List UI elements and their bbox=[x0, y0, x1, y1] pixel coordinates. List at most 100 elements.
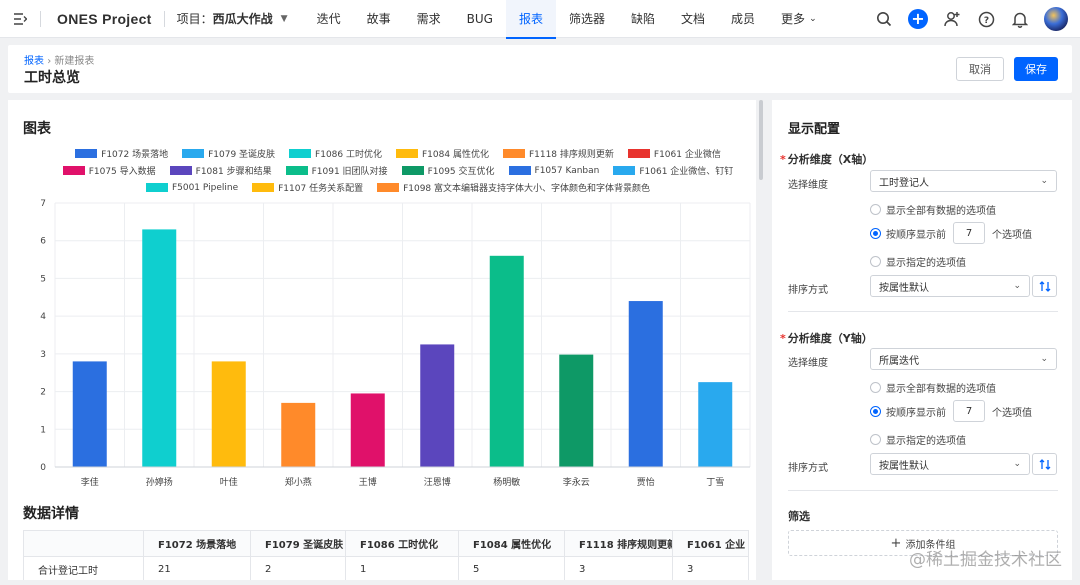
y-tick-label: 4 bbox=[40, 312, 46, 322]
x-option-top[interactable]: 按顺序显示前 7 个选项值 bbox=[870, 222, 1032, 244]
create-plus-icon[interactable]: + bbox=[908, 9, 928, 29]
legend-swatch bbox=[252, 183, 275, 192]
legend-swatch bbox=[285, 166, 308, 175]
x-tick-label: 丁雪 bbox=[706, 477, 724, 488]
y-tick-label: 0 bbox=[40, 463, 46, 473]
add-condition-button[interactable]: + 添加条件组 bbox=[788, 530, 1058, 556]
nav-item-story[interactable]: 故事 bbox=[366, 12, 391, 26]
legend-label: F1095 交互优化 bbox=[427, 167, 495, 177]
y-option-specified[interactable]: 显示指定的选项值 bbox=[870, 432, 966, 447]
bar bbox=[72, 361, 107, 467]
bar bbox=[420, 344, 455, 467]
nav-item-defect[interactable]: 缺陷 bbox=[631, 12, 656, 26]
chevron-down-icon: ⌄ bbox=[809, 13, 817, 24]
table-header-cell[interactable] bbox=[23, 530, 144, 557]
x-tick-label: 汪恩博 bbox=[424, 476, 451, 488]
legend-item[interactable]: F5001 Pipeline bbox=[145, 183, 238, 193]
legend-item[interactable]: F1061 企业微信、钉钉 bbox=[613, 164, 733, 177]
legend-item[interactable]: F1075 导入数据 bbox=[62, 164, 156, 177]
legend-item[interactable]: F1091 旧团队对接 bbox=[285, 164, 388, 177]
y-sort-select[interactable]: 按属性默认 ⌄ bbox=[870, 453, 1030, 475]
legend-item[interactable]: F1072 场景落地 bbox=[75, 147, 168, 160]
x-dimension-select[interactable]: 工时登记人 ⌄ bbox=[870, 170, 1057, 192]
nav-item-iteration[interactable]: 迭代 bbox=[316, 12, 341, 26]
legend-label: F1086 工时优化 bbox=[315, 150, 382, 160]
bar bbox=[281, 402, 316, 467]
bar bbox=[628, 301, 663, 467]
radio-icon bbox=[870, 256, 881, 267]
y-dimension-select[interactable]: 所属迭代 ⌄ bbox=[870, 348, 1057, 370]
project-label: 项目： bbox=[176, 12, 213, 26]
nav-tabs: 迭代 故事 需求 BUG 报表 筛选器 缺陷 文档 成员 更多 ⌄ bbox=[304, 0, 830, 39]
y-tick-label: 1 bbox=[40, 425, 46, 435]
legend-item[interactable]: F1098 富文本编辑器支持字体大小、字体颜色和字体背景颜色 bbox=[377, 181, 650, 194]
legend-item[interactable]: F1081 步骤和结果 bbox=[169, 164, 272, 177]
legend-swatch bbox=[62, 166, 85, 175]
table-header-cell[interactable]: F1086 工时优化 bbox=[345, 530, 459, 557]
y-dimension-value: 所属迭代 bbox=[879, 355, 919, 367]
brand-name[interactable]: ONES Project bbox=[57, 10, 152, 27]
vertical-scrollbar[interactable] bbox=[759, 100, 763, 180]
nav-item-report[interactable]: 报表 bbox=[505, 0, 556, 39]
breadcrumb-separator: › bbox=[47, 56, 52, 67]
legend-item[interactable]: F1095 交互优化 bbox=[401, 164, 495, 177]
x-option-specified[interactable]: 显示指定的选项值 bbox=[870, 254, 966, 269]
nav-more-label: 更多 bbox=[781, 12, 806, 26]
nav-item-filter[interactable]: 筛选器 bbox=[568, 12, 605, 26]
project-switcher[interactable]: 项目： 西瓜大作战 ▼ bbox=[177, 10, 288, 27]
breadcrumb-report-link[interactable]: 报表 bbox=[24, 56, 44, 67]
legend-swatch bbox=[145, 183, 168, 192]
legend-item[interactable]: F1118 排序规则更新 bbox=[502, 147, 614, 160]
project-name: 西瓜大作战 bbox=[212, 12, 273, 26]
nav-item-docs[interactable]: 文档 bbox=[681, 12, 706, 26]
table-header-cell[interactable]: F1079 圣诞皮肤 bbox=[250, 530, 346, 557]
table-header-cell[interactable]: F1072 场景落地 bbox=[143, 530, 251, 557]
search-icon[interactable] bbox=[874, 9, 894, 29]
legend-label: F1075 导入数据 bbox=[88, 167, 156, 177]
x-option-top-suffix: 个选项值 bbox=[992, 229, 1032, 241]
nav-item-members[interactable]: 成员 bbox=[731, 12, 756, 26]
table-header-cell[interactable]: F1061 企业 bbox=[672, 530, 749, 557]
bell-icon[interactable] bbox=[1010, 9, 1030, 29]
y-option-top[interactable]: 按顺序显示前 7 个选项值 bbox=[870, 400, 1032, 422]
avatar[interactable] bbox=[1044, 7, 1068, 31]
breadcrumb: 报表 › 新建报表 bbox=[24, 52, 94, 67]
legend-item[interactable]: F1084 属性优化 bbox=[396, 147, 489, 160]
cancel-button[interactable]: 取消 bbox=[956, 57, 1004, 81]
x-top-count-input[interactable]: 7 bbox=[953, 222, 985, 244]
save-button[interactable]: 保存 bbox=[1014, 57, 1058, 81]
x-sort-order-button[interactable] bbox=[1032, 275, 1057, 297]
legend-item[interactable]: F1086 工时优化 bbox=[289, 147, 382, 160]
y-sort-order-button[interactable] bbox=[1032, 453, 1057, 475]
chevron-down-icon: ⌄ bbox=[1040, 354, 1048, 364]
x-sort-select[interactable]: 按属性默认 ⌄ bbox=[870, 275, 1030, 297]
table-header-cell[interactable]: F1118 排序规则更新 bbox=[564, 530, 673, 557]
table-header-cell[interactable]: F1084 属性优化 bbox=[458, 530, 565, 557]
table-cell: 2 bbox=[250, 556, 346, 580]
y-sort-label: 排序方式 bbox=[788, 463, 828, 474]
legend-swatch bbox=[627, 149, 650, 158]
x-option-all[interactable]: 显示全部有数据的选项值 bbox=[870, 202, 996, 217]
legend-item[interactable]: F1057 Kanban bbox=[508, 166, 599, 176]
legend-label: F1081 步骤和结果 bbox=[195, 167, 272, 177]
radio-icon bbox=[870, 204, 881, 215]
nav-item-more[interactable]: 更多 ⌄ bbox=[768, 0, 830, 38]
legend-swatch bbox=[182, 149, 205, 158]
nav-item-bug[interactable]: BUG bbox=[466, 11, 493, 26]
legend-item[interactable]: F1107 任务关系配置 bbox=[252, 181, 363, 194]
y-top-count-input[interactable]: 7 bbox=[953, 400, 985, 422]
x-sort-label: 排序方式 bbox=[788, 285, 828, 296]
legend-label: F1061 企业微信 bbox=[653, 150, 721, 160]
chart-section-title: 图表 bbox=[23, 121, 51, 137]
legend-swatch bbox=[502, 149, 525, 158]
table-header-row: F1072 场景落地 F1079 圣诞皮肤 F1086 工时优化 F1084 属… bbox=[23, 530, 749, 557]
menu-toggle-icon[interactable] bbox=[0, 0, 40, 38]
legend-item[interactable]: F1061 企业微信 bbox=[627, 147, 721, 160]
y-option-top-suffix: 个选项值 bbox=[992, 407, 1032, 419]
legend-item[interactable]: F1079 圣诞皮肤 bbox=[182, 147, 275, 160]
help-icon[interactable]: ? bbox=[976, 9, 996, 29]
y-option-all[interactable]: 显示全部有数据的选项值 bbox=[870, 380, 996, 395]
add-member-icon[interactable] bbox=[942, 9, 962, 29]
top-nav: ONES Project 项目： 西瓜大作战 ▼ 迭代 故事 需求 BUG 报表 … bbox=[0, 0, 1080, 39]
nav-item-requirement[interactable]: 需求 bbox=[416, 12, 441, 26]
